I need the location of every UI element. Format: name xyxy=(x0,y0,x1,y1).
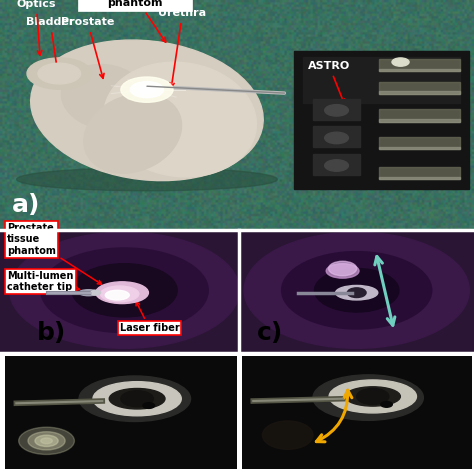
Bar xyxy=(379,137,460,149)
Text: a): a) xyxy=(12,193,40,217)
Circle shape xyxy=(143,403,155,409)
Ellipse shape xyxy=(336,285,378,300)
Bar xyxy=(379,119,460,122)
Bar xyxy=(303,57,460,103)
Ellipse shape xyxy=(104,62,256,177)
Text: Prostate: Prostate xyxy=(61,17,114,78)
Circle shape xyxy=(91,290,100,295)
Circle shape xyxy=(356,389,389,404)
Text: b): b) xyxy=(37,321,66,345)
Ellipse shape xyxy=(84,93,182,173)
Bar xyxy=(294,51,469,189)
Bar xyxy=(379,109,460,122)
Circle shape xyxy=(325,160,348,171)
Ellipse shape xyxy=(105,290,129,300)
Ellipse shape xyxy=(79,290,98,296)
Bar xyxy=(313,154,360,175)
Text: Anthropomorphic
phantom: Anthropomorphic phantom xyxy=(81,0,190,42)
Text: Multi-lumen
catheter tip: Multi-lumen catheter tip xyxy=(7,271,80,292)
Circle shape xyxy=(72,264,177,317)
Bar xyxy=(379,69,460,71)
Circle shape xyxy=(392,58,409,66)
Bar xyxy=(379,91,460,94)
Ellipse shape xyxy=(326,264,359,278)
Circle shape xyxy=(38,63,81,84)
Ellipse shape xyxy=(93,382,181,416)
Ellipse shape xyxy=(31,40,263,181)
Circle shape xyxy=(41,438,52,444)
Text: Optics: Optics xyxy=(17,0,56,55)
Circle shape xyxy=(18,427,74,455)
Circle shape xyxy=(130,82,164,98)
Circle shape xyxy=(27,58,91,89)
Ellipse shape xyxy=(263,421,313,449)
Circle shape xyxy=(244,232,469,348)
Ellipse shape xyxy=(100,286,139,302)
Text: Laser fiber: Laser fiber xyxy=(119,301,180,333)
Ellipse shape xyxy=(17,168,277,191)
Circle shape xyxy=(41,248,208,333)
Circle shape xyxy=(381,401,392,407)
Text: c): c) xyxy=(257,321,283,345)
Circle shape xyxy=(347,288,366,298)
Ellipse shape xyxy=(79,376,191,421)
Bar xyxy=(313,127,360,147)
Circle shape xyxy=(121,391,154,407)
Circle shape xyxy=(325,105,348,116)
Bar xyxy=(379,82,460,94)
Ellipse shape xyxy=(345,387,401,406)
Ellipse shape xyxy=(96,282,148,303)
Circle shape xyxy=(138,85,155,94)
Bar xyxy=(313,99,360,119)
Circle shape xyxy=(282,252,432,329)
Bar xyxy=(379,146,460,149)
Bar xyxy=(379,59,460,71)
Circle shape xyxy=(314,268,399,312)
Circle shape xyxy=(9,232,239,348)
Circle shape xyxy=(328,261,357,276)
Ellipse shape xyxy=(62,64,147,128)
Text: Bladder: Bladder xyxy=(26,17,74,78)
Ellipse shape xyxy=(313,375,423,420)
Circle shape xyxy=(35,435,58,447)
Circle shape xyxy=(28,432,65,450)
Text: ASTRO: ASTRO xyxy=(308,61,350,104)
Text: Prostate
tissue
phantom: Prostate tissue phantom xyxy=(7,223,101,284)
Bar xyxy=(379,167,460,179)
Ellipse shape xyxy=(109,389,165,409)
Circle shape xyxy=(325,132,348,144)
Text: Urethra: Urethra xyxy=(158,8,207,87)
Circle shape xyxy=(121,77,173,102)
Bar xyxy=(379,176,460,179)
Ellipse shape xyxy=(329,380,417,413)
